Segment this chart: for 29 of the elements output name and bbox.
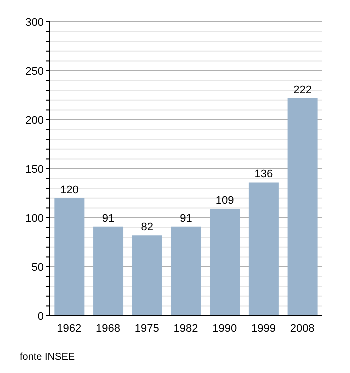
source-note: fonte INSEE bbox=[20, 352, 76, 363]
x-tick-label: 1999 bbox=[251, 322, 276, 335]
bar bbox=[210, 209, 240, 316]
bar bbox=[94, 226, 124, 316]
x-tick-label: 1968 bbox=[96, 322, 121, 335]
x-tick-label: 1990 bbox=[212, 322, 238, 335]
data-label: 120 bbox=[60, 184, 79, 196]
x-tick-label: 2008 bbox=[290, 322, 315, 335]
bar bbox=[132, 236, 162, 316]
y-tick-label: 0 bbox=[38, 310, 44, 323]
bar bbox=[248, 182, 279, 316]
bar bbox=[288, 98, 318, 316]
y-tick-label: 200 bbox=[26, 114, 44, 127]
x-tick-label: 1982 bbox=[174, 322, 198, 335]
bar bbox=[171, 226, 202, 316]
data-label: 136 bbox=[254, 168, 274, 181]
data-label: 222 bbox=[294, 84, 312, 96]
data-label: 91 bbox=[180, 212, 192, 225]
data-label: 91 bbox=[102, 212, 115, 225]
y-tick-label: 300 bbox=[26, 16, 44, 29]
x-tick-label: 1962 bbox=[57, 322, 82, 335]
y-tick-label: 250 bbox=[26, 66, 44, 78]
y-tick-label: 50 bbox=[32, 262, 44, 274]
y-tick-label: 100 bbox=[26, 212, 44, 225]
data-label: 109 bbox=[216, 195, 234, 208]
y-tick-label: 150 bbox=[26, 164, 44, 176]
data-label: 82 bbox=[141, 222, 154, 234]
x-tick-label: 1975 bbox=[134, 322, 160, 335]
bar bbox=[54, 198, 85, 316]
